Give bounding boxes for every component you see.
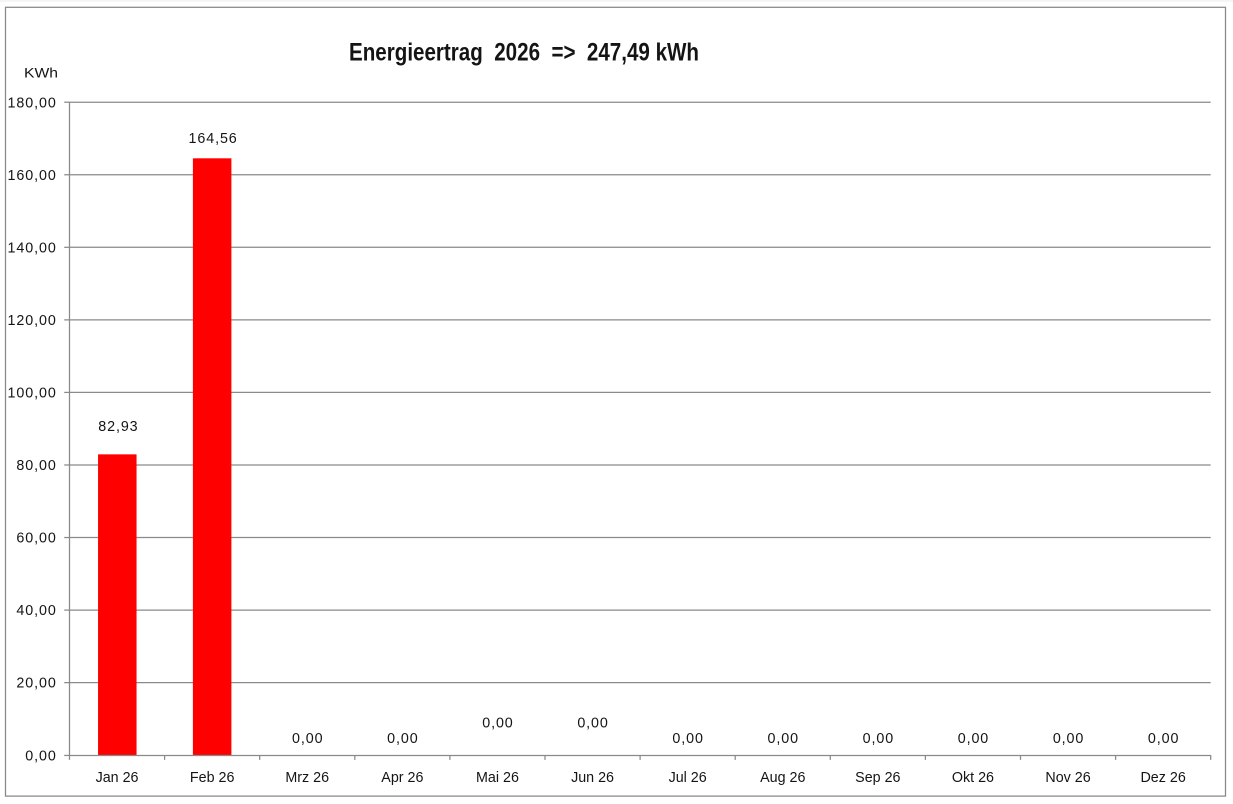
svg-text:0,00: 0,00 <box>482 716 513 732</box>
svg-text:0,00: 0,00 <box>25 748 56 764</box>
svg-text:82,93: 82,93 <box>98 419 138 435</box>
svg-text:Aug 26: Aug 26 <box>760 770 805 786</box>
svg-text:120,00: 120,00 <box>8 313 57 329</box>
svg-text:Jun 26: Jun 26 <box>571 770 614 786</box>
svg-text:Dez 26: Dez 26 <box>1140 770 1185 786</box>
svg-text:164,56: 164,56 <box>189 131 238 147</box>
svg-text:Energieertrag 2026 => 247,4: Energieertrag 2026 => 247,49 kWh <box>349 38 699 66</box>
svg-text:Jan 26: Jan 26 <box>96 770 139 786</box>
svg-text:Mai 26: Mai 26 <box>476 770 519 786</box>
svg-text:80,00: 80,00 <box>16 458 56 474</box>
svg-text:100,00: 100,00 <box>8 386 57 402</box>
svg-text:Feb 26: Feb 26 <box>190 770 235 786</box>
svg-text:Apr 26: Apr 26 <box>381 770 423 786</box>
svg-text:0,00: 0,00 <box>672 731 703 747</box>
svg-text:Sep 26: Sep 26 <box>855 770 900 786</box>
svg-text:0,00: 0,00 <box>768 731 799 747</box>
svg-text:60,00: 60,00 <box>16 531 56 547</box>
svg-text:KWh: KWh <box>24 66 58 81</box>
svg-text:Nov 26: Nov 26 <box>1045 770 1090 786</box>
svg-text:0,00: 0,00 <box>1148 731 1179 747</box>
svg-text:40,00: 40,00 <box>16 603 56 619</box>
svg-text:Okt 26: Okt 26 <box>952 770 994 786</box>
svg-text:0,00: 0,00 <box>958 731 989 747</box>
svg-text:0,00: 0,00 <box>863 731 894 747</box>
svg-text:0,00: 0,00 <box>577 716 608 732</box>
svg-text:0,00: 0,00 <box>387 731 418 747</box>
svg-text:140,00: 140,00 <box>8 240 57 256</box>
svg-text:160,00: 160,00 <box>8 168 57 184</box>
svg-text:0,00: 0,00 <box>292 731 323 747</box>
svg-text:180,00: 180,00 <box>8 95 57 111</box>
svg-text:Mrz 26: Mrz 26 <box>285 770 329 786</box>
svg-text:20,00: 20,00 <box>16 676 56 692</box>
svg-text:Jul 26: Jul 26 <box>669 770 707 786</box>
svg-text:0,00: 0,00 <box>1053 731 1084 747</box>
